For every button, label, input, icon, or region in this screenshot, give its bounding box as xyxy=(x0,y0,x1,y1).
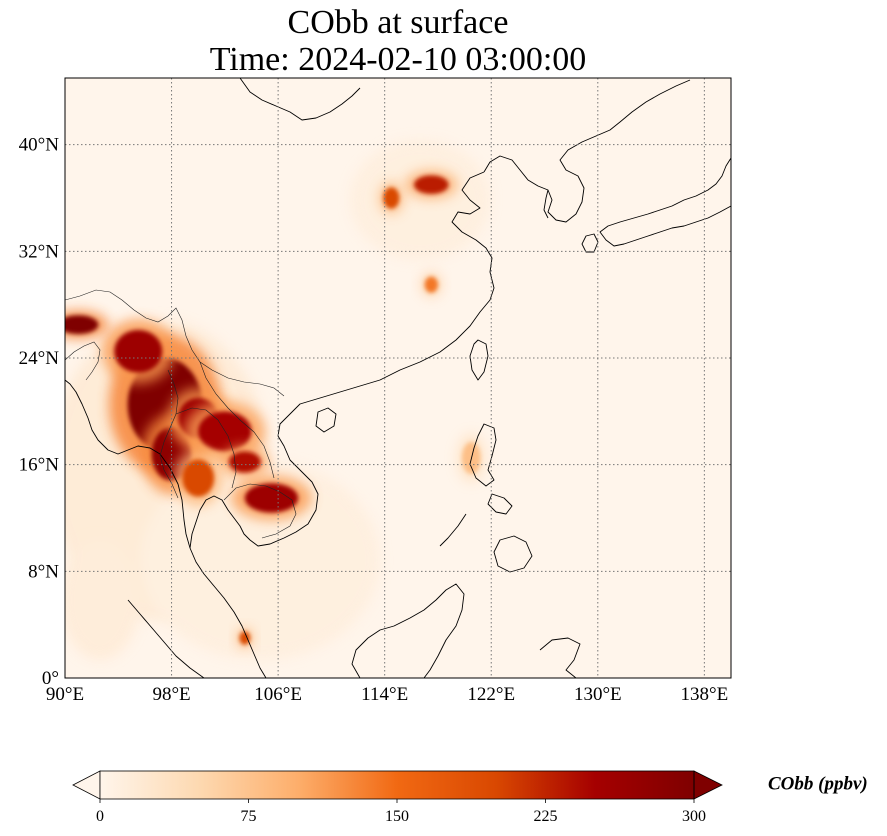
northern-coast xyxy=(239,78,361,121)
hotspot-central-thailand xyxy=(182,459,215,497)
lat-tick-label: 24°N xyxy=(19,348,60,369)
borneo-outline xyxy=(351,583,465,678)
hainan-outline xyxy=(315,407,337,433)
lon-tick-label: 122°E xyxy=(467,684,515,705)
colorbar-extend-max xyxy=(693,770,723,800)
japan-outline xyxy=(599,157,731,247)
hotspot-north-china-plain xyxy=(383,187,400,209)
colorbar-tick-label: 0 xyxy=(96,808,104,825)
luzon-outline xyxy=(469,423,497,487)
border-thai-laos xyxy=(175,407,237,489)
borders xyxy=(65,289,297,539)
colorbar-extend-min xyxy=(72,770,101,800)
bohai-coast xyxy=(483,79,691,223)
sumatra-outline xyxy=(127,599,205,678)
kyushu-outline xyxy=(581,233,599,253)
colorbar-ticks: 0 75 150 225 300 xyxy=(96,799,706,825)
colorbar-tick-label: 75 xyxy=(241,808,257,825)
hotspot-laos-south xyxy=(228,451,261,473)
gridlines xyxy=(65,78,731,678)
lon-tick-label: 130°E xyxy=(574,684,622,705)
taiwan-outline xyxy=(469,339,489,381)
border-laos xyxy=(199,361,275,479)
lon-tick-label: 98°E xyxy=(152,684,190,705)
hotspot-myanmar-north xyxy=(114,330,163,373)
coastlines xyxy=(65,78,731,678)
latitude-tick-labels: 0° 8°N 16°N 24°N 32°N 40°N xyxy=(19,135,60,689)
hotspot-cambodia xyxy=(244,483,299,513)
palawan-outline xyxy=(439,513,467,547)
korea-coast xyxy=(543,189,549,219)
hotspot-northeast-india xyxy=(65,315,99,334)
border-myanmar-thailand xyxy=(159,369,179,499)
lon-tick-label: 138°E xyxy=(681,684,729,705)
longitude-tick-labels: 90°E 98°E 106°E 114°E 122°E 130°E 138°E xyxy=(46,684,728,705)
lat-tick-label: 32°N xyxy=(19,241,60,262)
hotspot-shandong xyxy=(413,175,449,195)
andaman-coast xyxy=(65,379,191,549)
lon-tick-label: 106°E xyxy=(254,684,302,705)
lat-tick-label: 40°N xyxy=(19,135,60,156)
lat-tick-label: 16°N xyxy=(19,455,60,476)
colorbar-gradient xyxy=(100,771,694,799)
hotspot-anhui xyxy=(424,276,438,293)
lon-tick-label: 90°E xyxy=(46,684,84,705)
mainland-coast xyxy=(189,171,495,678)
lon-tick-label: 114°E xyxy=(361,684,408,705)
colorbar-tick-label: 150 xyxy=(385,808,409,825)
colorbar: 0 75 150 225 300 CObb (ppbv) xyxy=(72,770,868,825)
border-india-bangladesh xyxy=(65,341,101,381)
title-line-2: Time: 2024-02-10 03:00:00 xyxy=(209,41,587,78)
border-cambodia xyxy=(223,483,297,539)
mindanao-outline xyxy=(493,535,533,573)
hotspot-layer xyxy=(65,170,486,648)
colorbar-tick-label: 300 xyxy=(682,808,706,825)
hotspot-malay-peninsula xyxy=(239,631,251,645)
sulawesi-outline xyxy=(539,637,581,678)
lat-tick-label: 8°N xyxy=(28,561,59,582)
map-frame xyxy=(64,77,732,679)
border-china-myanmar xyxy=(65,289,285,397)
lat-tick-label: 0° xyxy=(42,668,59,689)
title-line-1: CObb at surface xyxy=(287,4,509,41)
visayas-outline xyxy=(487,493,513,515)
colorbar-tick-label: 225 xyxy=(534,808,558,825)
colorbar-title: CObb (ppbv) xyxy=(768,773,868,794)
